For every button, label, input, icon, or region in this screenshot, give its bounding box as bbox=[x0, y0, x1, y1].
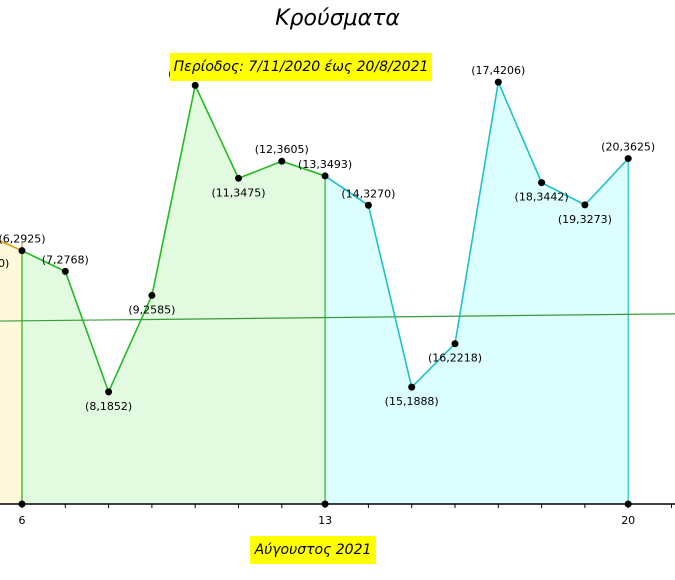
series-lines bbox=[0, 79, 629, 395]
prev-week-fill bbox=[0, 240, 22, 505]
trend-line bbox=[0, 313, 675, 322]
prev-week-line bbox=[0, 240, 23, 252]
data-label: (20,3625) bbox=[601, 141, 655, 154]
data-point bbox=[408, 383, 416, 391]
area-fills bbox=[0, 82, 629, 505]
data-label: (14,3270) bbox=[341, 187, 395, 200]
month-label: Αύγουστος 2021 bbox=[250, 536, 376, 564]
data-point bbox=[105, 388, 113, 396]
data-point bbox=[61, 267, 69, 275]
chart-title: Κρούσματα bbox=[275, 6, 400, 31]
data-label: (13,3493) bbox=[298, 158, 352, 171]
green-segment-fill bbox=[22, 85, 326, 505]
data-point bbox=[538, 179, 546, 187]
data-points bbox=[18, 78, 632, 508]
data-point bbox=[235, 174, 242, 182]
data-label: (15,1888) bbox=[385, 395, 439, 408]
x-tick-label: 13 bbox=[318, 514, 332, 527]
data-label: (9,2585) bbox=[128, 303, 175, 316]
data-point bbox=[18, 247, 26, 255]
x-tick-label: 20 bbox=[621, 514, 635, 527]
data-label: (6,2925) bbox=[0, 233, 46, 246]
x-tick-label: 6 bbox=[19, 514, 26, 527]
partial-left-label: 0) bbox=[0, 257, 9, 270]
data-point bbox=[148, 291, 156, 299]
trend-line-group bbox=[0, 313, 675, 322]
data-label: (12,3605) bbox=[255, 143, 309, 156]
data-point bbox=[321, 172, 329, 180]
data-point bbox=[278, 157, 286, 165]
segment-divider-lines bbox=[21, 158, 629, 504]
data-label: (8,1852) bbox=[85, 400, 132, 413]
baseline-marker bbox=[624, 500, 632, 508]
cyan-series-line bbox=[324, 79, 629, 389]
baseline-marker bbox=[18, 500, 26, 508]
data-point bbox=[364, 201, 372, 209]
data-label: (7,2768) bbox=[42, 253, 89, 266]
data-label: (16,2218) bbox=[428, 352, 482, 365]
data-label: (19,3273) bbox=[558, 213, 612, 226]
x-tick-labels: 6 13 20 bbox=[19, 514, 636, 527]
data-label: (18,3442) bbox=[515, 191, 569, 204]
data-label: (11,3475) bbox=[211, 186, 265, 199]
data-point bbox=[494, 78, 502, 86]
data-point bbox=[451, 340, 459, 348]
data-point bbox=[581, 201, 589, 209]
green-series-line bbox=[21, 82, 326, 395]
x-axis bbox=[0, 503, 675, 508]
data-label: (17,4206) bbox=[471, 64, 525, 77]
period-label: Περίοδος: 7/11/2020 έως 20/8/2021 bbox=[170, 53, 432, 81]
data-point bbox=[191, 81, 199, 89]
baseline-marker bbox=[321, 500, 329, 508]
data-point bbox=[624, 155, 632, 163]
cyan-segment-fill bbox=[325, 82, 629, 505]
